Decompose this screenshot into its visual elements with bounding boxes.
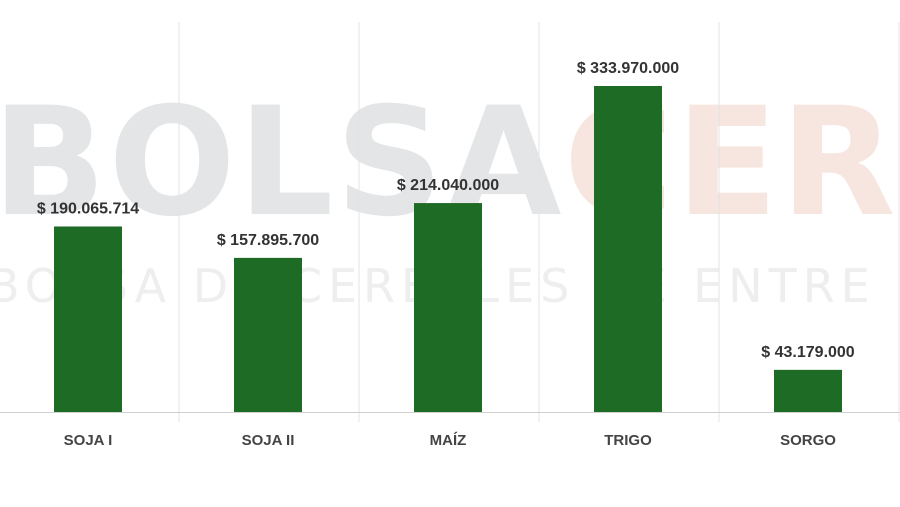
bars <box>54 86 842 412</box>
category-label-maiz: MAÍZ <box>430 432 467 449</box>
category-labels: SOJA I SOJA II MAÍZ TRIGO SORGO <box>64 432 837 449</box>
value-label-sorgo: $ 43.179.000 <box>761 344 855 361</box>
category-label-sorgo: SORGO <box>780 432 836 449</box>
bar-sorgo <box>774 369 842 412</box>
value-label-soja-ii: $ 157.895.700 <box>217 232 319 249</box>
value-labels: $ 190.065.714 $ 157.895.700 $ 214.040.000 $… <box>37 60 855 361</box>
category-label-soja-i: SOJA I <box>64 432 113 449</box>
category-label-trigo: TRIGO <box>604 432 652 449</box>
category-label-soja-ii: SOJA II <box>242 432 295 449</box>
bar-soja-ii <box>234 257 302 412</box>
value-label-maiz: $ 214.040.000 <box>397 177 499 194</box>
grid-lines <box>0 22 900 422</box>
value-label-trigo: $ 333.970.000 <box>577 60 679 77</box>
bar-soja-i <box>54 226 122 412</box>
bar-trigo <box>594 86 662 412</box>
bar-maiz <box>414 203 482 412</box>
value-label-soja-i: $ 190.065.714 <box>37 200 139 217</box>
